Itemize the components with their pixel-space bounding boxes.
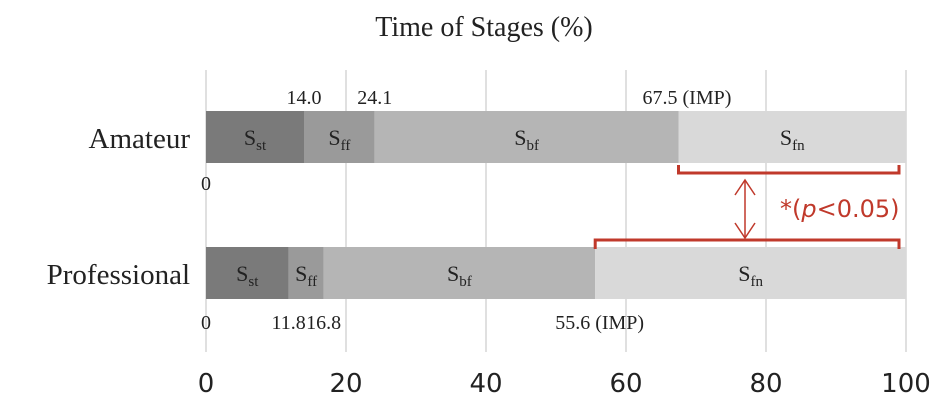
- segment-label-professional-st: Sst: [236, 261, 259, 290]
- boundary-label-amateur-2: 24.1: [357, 87, 392, 109]
- labels-group: Amateur Sst Sff Sbf Sfn 0 14.0 24.1 67.5 (IMP) Pr…: [47, 87, 805, 334]
- bar-segment-professional-fn: [595, 247, 906, 299]
- segment-label-amateur-ff: Sff: [328, 125, 350, 154]
- x-axis: 0 20 40 60 80 100: [198, 369, 931, 399]
- segment-label-professional-fn: Sfn: [738, 261, 763, 290]
- segment-label-professional-bf: Sbf: [447, 261, 472, 290]
- category-label-amateur: Amateur: [89, 123, 191, 155]
- boundary-label-professional-0: 0: [201, 312, 211, 334]
- boundary-label-professional-2: 16.8: [306, 312, 341, 334]
- boundary-label-amateur-0: 0: [201, 173, 211, 195]
- boundary-label-professional-3: 55.6 (IMP): [555, 312, 644, 334]
- boundary-label-amateur-3: 67.5 (IMP): [643, 87, 732, 109]
- bars-group: [206, 111, 906, 299]
- x-tick-label-100: 100: [881, 369, 931, 399]
- bracket-professional: [593, 238, 901, 249]
- bar-segment-professional-st: [206, 247, 289, 299]
- significance-label: *(p<0.05): [780, 195, 900, 223]
- segment-label-professional-ff: Sff: [295, 261, 317, 290]
- x-tick-label-60: 60: [609, 369, 642, 399]
- bar-segment-amateur-ff: [304, 111, 375, 163]
- double-arrow-heads: [734, 178, 756, 240]
- bracket-amateur: [677, 165, 901, 175]
- segment-label-amateur-bf: Sbf: [514, 125, 539, 154]
- x-tick-label-0: 0: [198, 369, 215, 399]
- x-tick-label-20: 20: [329, 369, 362, 399]
- bar-segment-amateur-bf: [374, 111, 679, 163]
- segment-label-amateur-fn: Sfn: [780, 125, 805, 154]
- significance-annotation: *(p<0.05): [593, 165, 901, 249]
- bar-segment-amateur-fn: [678, 111, 906, 163]
- segment-label-amateur-st: Sst: [244, 125, 267, 154]
- bar-segment-professional-ff: [288, 247, 324, 299]
- chart-title: Time of Stages (%): [375, 12, 593, 43]
- x-tick-label-40: 40: [469, 369, 502, 399]
- category-label-professional: Professional: [47, 259, 190, 291]
- boundary-label-professional-1: 11.8: [271, 312, 305, 334]
- x-tick-label-80: 80: [749, 369, 782, 399]
- bar-segment-professional-bf: [323, 247, 596, 299]
- boundary-label-amateur-1: 14.0: [287, 87, 322, 109]
- bar-segment-amateur-st: [206, 111, 304, 163]
